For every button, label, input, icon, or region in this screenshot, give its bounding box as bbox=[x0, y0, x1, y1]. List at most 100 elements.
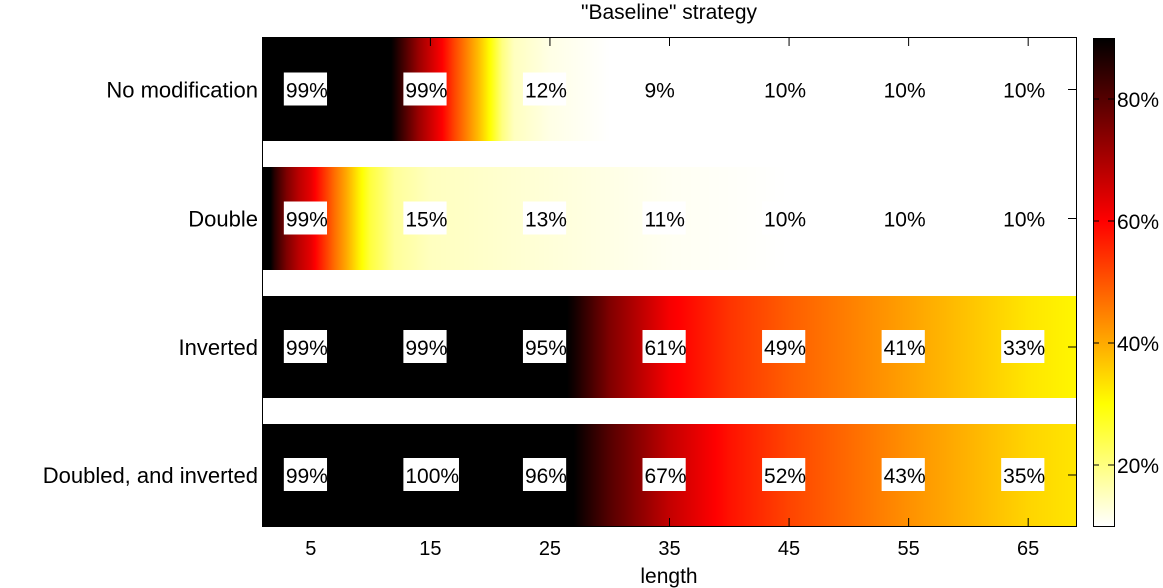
heatmap-cell bbox=[609, 38, 611, 141]
colorbar-cell bbox=[1093, 152, 1114, 154]
colorbar-cell bbox=[1093, 243, 1114, 245]
heatmap-cell bbox=[460, 424, 462, 526]
heatmap-cell bbox=[621, 38, 623, 141]
heatmap-cell bbox=[483, 424, 485, 526]
heatmap-cell bbox=[948, 38, 950, 141]
heatmap-cell bbox=[808, 167, 810, 270]
colorbar-cell bbox=[1093, 420, 1114, 422]
heatmap-cell bbox=[352, 38, 354, 141]
heatmap-cell bbox=[1067, 424, 1069, 526]
colorbar-frame bbox=[1093, 38, 1115, 527]
colorbar-cell bbox=[1093, 412, 1114, 414]
heatmap-cell bbox=[820, 167, 822, 270]
colorbar-cell bbox=[1093, 91, 1114, 93]
heatmap-cell bbox=[476, 424, 478, 526]
colorbar-cell bbox=[1093, 431, 1114, 433]
heatmap-cell bbox=[859, 424, 861, 526]
heatmap-cell bbox=[960, 424, 962, 526]
colorbar-cell bbox=[1093, 196, 1114, 198]
heatmap-cell bbox=[712, 167, 714, 270]
heatmap-cell bbox=[746, 38, 748, 141]
heatmap-cell bbox=[869, 296, 871, 398]
heatmap-cell bbox=[1057, 38, 1059, 141]
colorbar-cell bbox=[1093, 327, 1114, 329]
heatmap-cell bbox=[1053, 38, 1055, 141]
colorbar-cell bbox=[1093, 442, 1114, 444]
heatmap-cell bbox=[704, 38, 706, 141]
heatmap-cell bbox=[1058, 38, 1060, 141]
heatmap-cell bbox=[334, 167, 336, 270]
heatmap-cell bbox=[385, 38, 387, 141]
heatmap-cell bbox=[391, 167, 393, 270]
heatmap-cell bbox=[761, 38, 763, 141]
colorbar-cell bbox=[1093, 387, 1114, 389]
colorbar-cell bbox=[1093, 176, 1114, 178]
heatmap-cell bbox=[595, 38, 597, 141]
heatmap-cell bbox=[1060, 296, 1062, 398]
heatmap-cell bbox=[1044, 296, 1046, 398]
heatmap-cell bbox=[711, 38, 713, 141]
heatmap-cell bbox=[634, 167, 636, 270]
heatmap-cell bbox=[350, 296, 352, 398]
heatmap-cell bbox=[581, 167, 583, 270]
heatmap-cell bbox=[872, 296, 874, 398]
colorbar-cell bbox=[1093, 93, 1114, 95]
heatmap-cell bbox=[509, 424, 511, 526]
colorbar-cell bbox=[1093, 40, 1114, 42]
heatmap-cell bbox=[703, 167, 705, 270]
heatmap-cell bbox=[842, 167, 844, 270]
heatmap-cell bbox=[741, 38, 743, 141]
heatmap-cell bbox=[830, 167, 832, 270]
heatmap-cell bbox=[569, 38, 571, 141]
heatmap-cell bbox=[399, 38, 401, 141]
colorbar-cell bbox=[1093, 262, 1114, 264]
heatmap-cell bbox=[708, 424, 710, 526]
heatmap-cell bbox=[862, 296, 864, 398]
heatmap-cell bbox=[958, 167, 960, 270]
row-label: Double bbox=[188, 207, 258, 232]
colorbar-cell bbox=[1093, 484, 1114, 486]
heatmap-cell bbox=[467, 167, 469, 270]
heatmap-cell bbox=[384, 167, 386, 270]
heatmap-cell bbox=[578, 296, 580, 398]
heatmap-cell bbox=[816, 296, 818, 398]
colorbar-cell bbox=[1093, 84, 1114, 86]
heatmap-cell bbox=[757, 296, 759, 398]
heatmap-cell bbox=[591, 167, 593, 270]
heatmap-cell bbox=[707, 38, 709, 141]
heatmap-cell bbox=[946, 296, 948, 398]
heatmap-cell bbox=[389, 424, 391, 526]
heatmap-cell bbox=[955, 38, 957, 141]
heatmap-cell bbox=[570, 296, 572, 398]
colorbar-cell bbox=[1093, 329, 1114, 331]
heatmap-cell bbox=[492, 38, 494, 141]
heatmap-cell bbox=[624, 424, 626, 526]
colorbar-cell bbox=[1093, 74, 1114, 76]
heatmap-cell bbox=[1064, 296, 1066, 398]
heatmap-cell bbox=[370, 167, 372, 270]
colorbar-cell bbox=[1093, 397, 1114, 399]
heatmap-cell bbox=[712, 38, 714, 141]
heatmap-cell bbox=[831, 424, 833, 526]
heatmap-cell bbox=[353, 296, 355, 398]
heatmap-cell bbox=[620, 38, 622, 141]
cell-label: 10% bbox=[881, 72, 926, 106]
heatmap-cell bbox=[953, 424, 955, 526]
colorbar-cell bbox=[1093, 103, 1114, 105]
heatmap-cell bbox=[714, 424, 716, 526]
heatmap-cell bbox=[972, 296, 974, 398]
heatmap-cell bbox=[513, 167, 515, 270]
heatmap-cell bbox=[624, 296, 626, 398]
heatmap-cell bbox=[967, 167, 969, 270]
heatmap-cell bbox=[703, 38, 705, 141]
colorbar-cell bbox=[1093, 361, 1114, 363]
heatmap-cell bbox=[485, 38, 487, 141]
heatmap-cell bbox=[329, 296, 331, 398]
heatmap-cell bbox=[351, 167, 353, 270]
heatmap-cell bbox=[576, 38, 578, 141]
colorbar-tick-label: 20% bbox=[1117, 455, 1159, 478]
heatmap-cell bbox=[878, 167, 880, 270]
colorbar-cell bbox=[1093, 41, 1114, 43]
heatmap-cell bbox=[512, 296, 514, 398]
colorbar-cell bbox=[1093, 394, 1114, 396]
